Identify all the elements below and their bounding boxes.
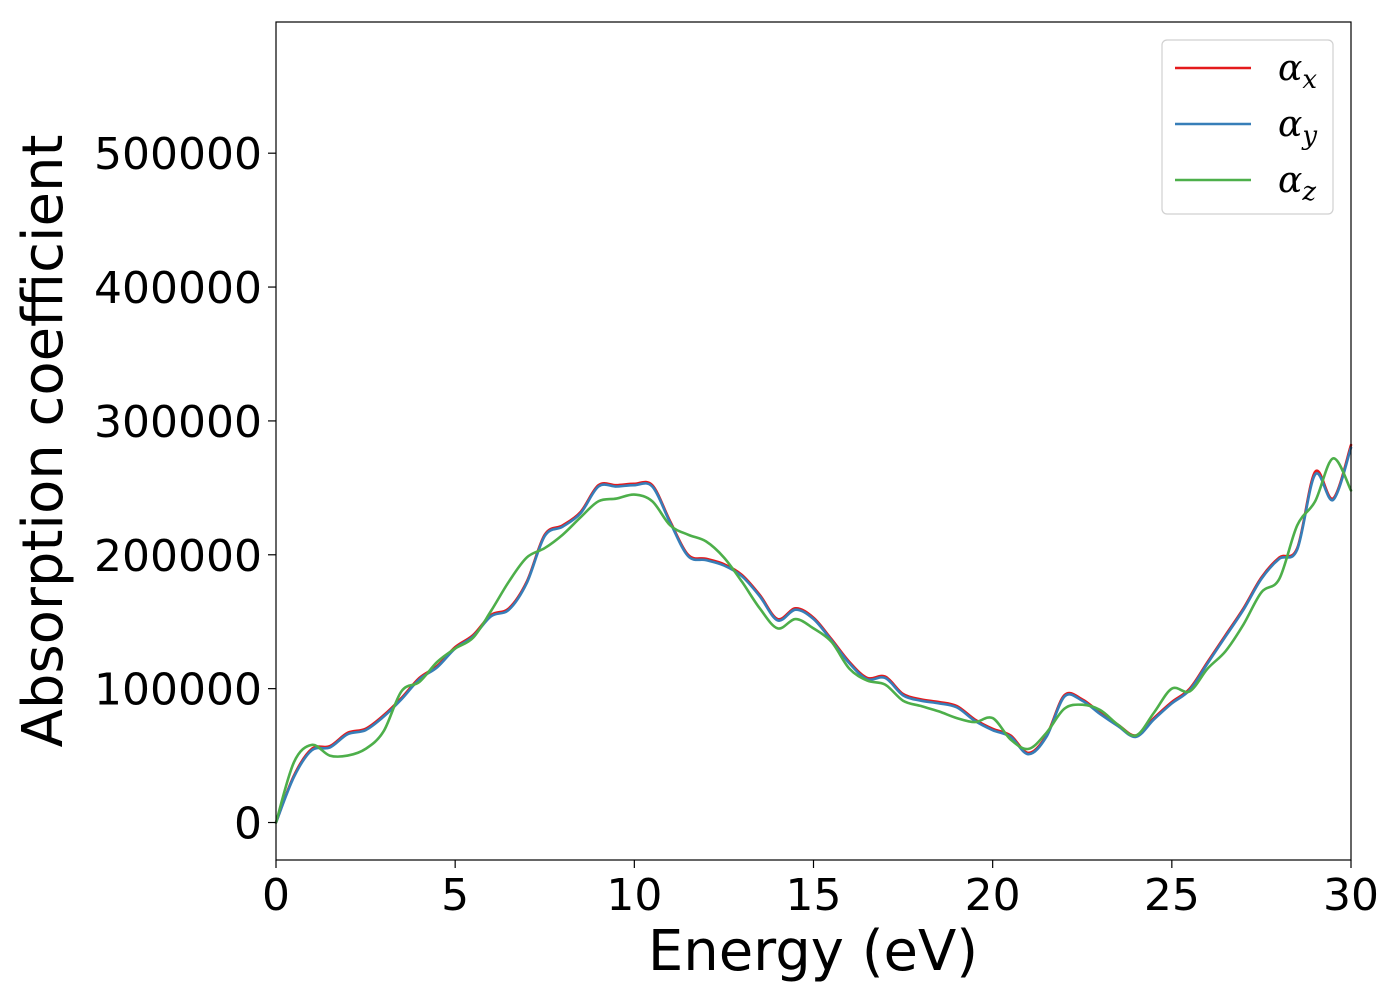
x-tick-label: 20 [965,870,1021,921]
x-tick-label: 30 [1323,870,1379,921]
legend-subscript: z [1301,177,1316,207]
y-tick-label: 200000 [94,531,262,582]
y-tick-label: 500000 [94,129,262,180]
x-tick-label: 15 [786,870,842,921]
legend-subscript: x [1302,65,1317,95]
legend-subscript: y [1301,121,1317,151]
x-tick-label: 0 [262,870,290,921]
legend-box [1161,39,1334,215]
y-axis-label: Absorption coefficient [11,135,76,748]
x-tick-label: 5 [441,870,469,921]
y-tick-label: 400000 [94,263,262,314]
x-axis-ticks: 0 5 10 15 20 25 30 [262,860,1379,921]
x-axis-label: Energy (eV) [648,919,978,984]
y-tick-label: 300000 [94,397,262,448]
series-lines [274,443,1353,824]
x-tick-label: 10 [606,870,662,921]
x-tick-label: 25 [1144,870,1200,921]
y-tick-label: 0 [234,799,262,850]
y-axis-ticks: 0 100000 200000 300000 400000 500000 [94,129,276,850]
series-line-z [274,457,1353,824]
y-tick-label: 100000 [94,665,262,716]
